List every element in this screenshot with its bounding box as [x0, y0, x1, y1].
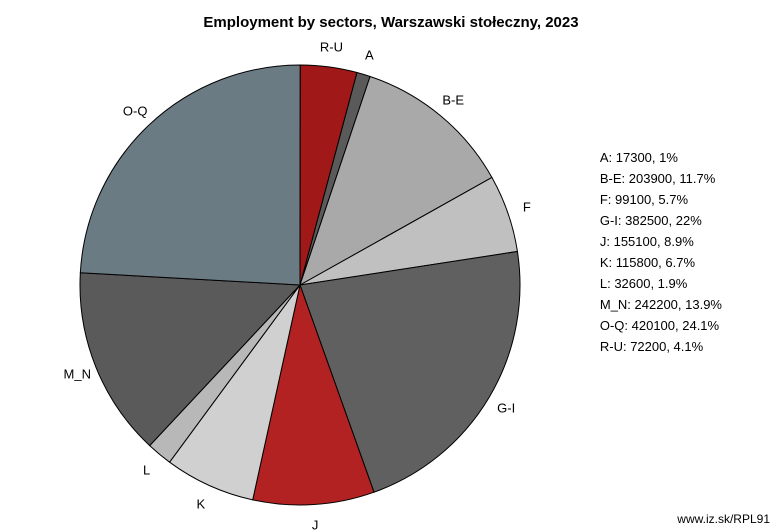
- slice-label-k: K: [197, 496, 206, 511]
- legend-entry: R-U: 72200, 4.1%: [600, 339, 722, 354]
- slice-label-o-q: O-Q: [123, 103, 148, 118]
- chart-container: Employment by sectors, Warszawski stołec…: [0, 0, 782, 532]
- legend-entry: A: 17300, 1%: [600, 150, 722, 165]
- pie-slice-o-q: [80, 65, 300, 285]
- slice-label-f: F: [523, 199, 531, 214]
- legend-entry: F: 99100, 5.7%: [600, 192, 722, 207]
- legend-entry: G-I: 382500, 22%: [600, 213, 722, 228]
- slice-label-j: J: [312, 517, 319, 532]
- slice-label-b-e: B-E: [442, 93, 464, 108]
- legend-entry: O-Q: 420100, 24.1%: [600, 318, 722, 333]
- legend: A: 17300, 1% B-E: 203900, 11.7% F: 99100, …: [600, 150, 722, 354]
- legend-entry: B-E: 203900, 11.7%: [600, 171, 722, 186]
- legend-entry: K: 115800, 6.7%: [600, 255, 722, 270]
- slice-label-l: L: [143, 462, 150, 477]
- slice-label-g-i: G-I: [497, 400, 515, 415]
- legend-entry: J: 155100, 8.9%: [600, 234, 722, 249]
- legend-entry: L: 32600, 1.9%: [600, 276, 722, 291]
- legend-entry: M_N: 242200, 13.9%: [600, 297, 722, 312]
- slice-label-r-u: R-U: [320, 40, 343, 55]
- slice-label-a: A: [365, 48, 374, 63]
- footer-source: www.iz.sk/RPL91: [677, 512, 770, 526]
- slice-label-m-n: M_N: [64, 367, 91, 382]
